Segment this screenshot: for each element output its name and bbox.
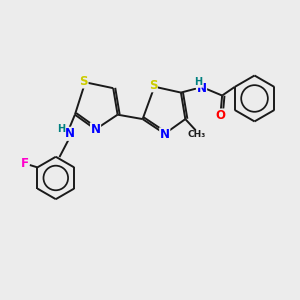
Text: H: H [57, 124, 65, 134]
Text: F: F [21, 157, 29, 170]
Text: N: N [64, 127, 75, 140]
Text: O: O [216, 109, 226, 122]
Text: H: H [194, 77, 202, 87]
Text: N: N [196, 82, 206, 95]
Text: CH₃: CH₃ [187, 130, 206, 140]
Text: N: N [160, 128, 170, 141]
Text: N: N [91, 123, 100, 136]
Text: S: S [149, 79, 157, 92]
Text: S: S [80, 75, 88, 88]
